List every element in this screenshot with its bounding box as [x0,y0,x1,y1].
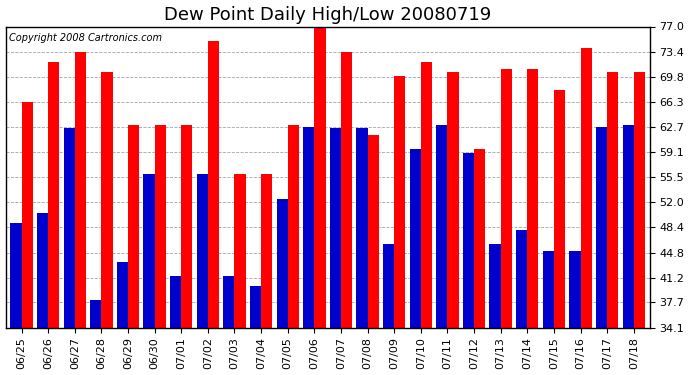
Bar [170,276,181,375]
Text: Copyright 2008 Cartronics.com: Copyright 2008 Cartronics.com [9,33,161,42]
Bar [128,125,139,375]
Bar [516,230,527,375]
Bar [224,276,235,375]
Bar [580,48,592,375]
Bar [90,300,101,375]
Bar [394,76,405,375]
Bar [155,125,166,375]
Bar [622,125,633,375]
Bar [181,125,193,375]
Bar [554,90,565,375]
Bar [277,198,288,375]
Bar [527,69,538,375]
Bar [436,125,447,375]
Bar [501,69,512,375]
Bar [117,262,128,375]
Bar [421,62,432,375]
Bar [235,174,246,375]
Bar [357,128,368,375]
Bar [330,128,341,375]
Bar [410,149,421,375]
Bar [48,62,59,375]
Bar [144,174,155,375]
Bar [315,27,326,375]
Bar [596,127,607,375]
Bar [250,286,261,375]
Bar [368,135,379,375]
Bar [37,213,48,375]
Title: Dew Point Daily High/Low 20080719: Dew Point Daily High/Low 20080719 [164,6,491,24]
Bar [341,52,352,375]
Bar [288,125,299,375]
Bar [543,251,554,375]
Bar [101,72,112,375]
Bar [261,174,273,375]
Bar [474,149,485,375]
Bar [208,40,219,375]
Bar [569,251,580,375]
Bar [63,128,75,375]
Bar [383,244,394,375]
Bar [607,72,618,375]
Bar [489,244,501,375]
Bar [463,153,474,375]
Bar [75,52,86,375]
Bar [21,102,32,375]
Bar [10,223,21,375]
Bar [303,127,315,375]
Bar [447,72,459,375]
Bar [633,72,645,375]
Bar [197,174,208,375]
